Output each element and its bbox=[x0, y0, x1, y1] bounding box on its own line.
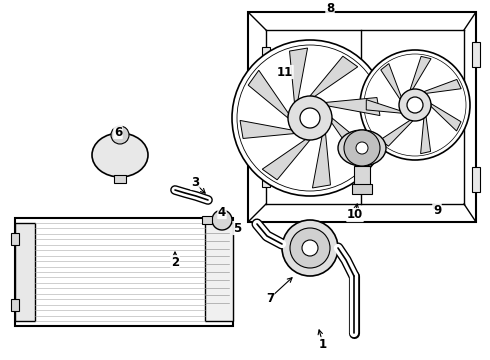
Polygon shape bbox=[240, 121, 294, 139]
Circle shape bbox=[232, 40, 388, 196]
Text: 11: 11 bbox=[277, 66, 293, 78]
Circle shape bbox=[356, 142, 368, 154]
Bar bbox=[248, 12, 476, 222]
Bar bbox=[15, 223, 35, 321]
Bar bbox=[472, 42, 480, 67]
Bar bbox=[15, 218, 233, 326]
Text: 4: 4 bbox=[218, 206, 226, 219]
Polygon shape bbox=[332, 118, 372, 166]
Ellipse shape bbox=[92, 133, 148, 177]
Text: 6: 6 bbox=[114, 126, 122, 139]
Bar bbox=[354, 166, 370, 186]
Circle shape bbox=[288, 96, 332, 140]
Text: 9: 9 bbox=[433, 203, 441, 216]
Polygon shape bbox=[290, 48, 308, 103]
Bar bbox=[114, 175, 126, 183]
Text: 8: 8 bbox=[326, 1, 334, 14]
Bar bbox=[352, 184, 372, 194]
Text: 3: 3 bbox=[191, 176, 199, 189]
Bar bbox=[205, 223, 233, 321]
Polygon shape bbox=[248, 70, 289, 118]
Text: 7: 7 bbox=[266, 292, 274, 305]
Circle shape bbox=[302, 240, 318, 256]
Polygon shape bbox=[325, 98, 380, 116]
Circle shape bbox=[282, 220, 338, 276]
Polygon shape bbox=[310, 56, 358, 96]
Circle shape bbox=[360, 50, 470, 160]
Text: 1: 1 bbox=[319, 338, 327, 351]
Polygon shape bbox=[381, 64, 401, 99]
Bar bbox=[262, 169, 270, 187]
Polygon shape bbox=[424, 80, 461, 93]
Bar bbox=[11, 299, 19, 311]
Polygon shape bbox=[262, 140, 310, 180]
Bar bbox=[11, 233, 19, 245]
Polygon shape bbox=[380, 120, 413, 146]
Polygon shape bbox=[366, 100, 401, 113]
Polygon shape bbox=[410, 57, 431, 90]
Circle shape bbox=[111, 126, 129, 144]
Bar bbox=[472, 167, 480, 192]
Circle shape bbox=[399, 89, 431, 121]
Circle shape bbox=[300, 108, 320, 128]
Polygon shape bbox=[313, 134, 330, 188]
Bar bbox=[202, 216, 212, 224]
Circle shape bbox=[344, 130, 380, 166]
Bar bbox=[262, 47, 270, 65]
Polygon shape bbox=[431, 104, 461, 131]
Circle shape bbox=[407, 97, 423, 113]
Ellipse shape bbox=[338, 130, 386, 166]
Text: 5: 5 bbox=[233, 221, 241, 234]
Circle shape bbox=[212, 210, 232, 230]
Circle shape bbox=[290, 228, 330, 268]
Polygon shape bbox=[420, 117, 431, 154]
Text: 10: 10 bbox=[347, 208, 363, 221]
Text: 2: 2 bbox=[171, 256, 179, 269]
